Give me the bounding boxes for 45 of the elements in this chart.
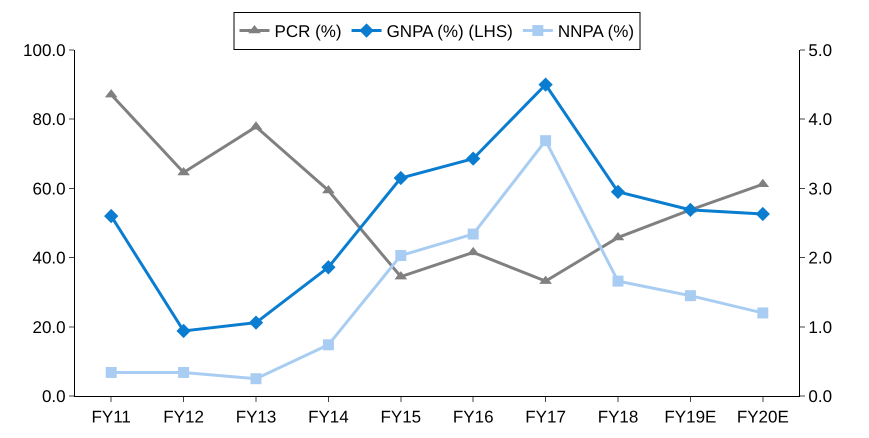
y-tick-label: 0.0 — [42, 386, 66, 406]
point — [250, 373, 262, 384]
x-tick-label: FY12 — [163, 407, 204, 426]
point — [394, 170, 408, 186]
point — [540, 135, 552, 146]
point — [106, 366, 117, 378]
y-tick-label: 40.0 — [32, 248, 66, 268]
point — [683, 202, 698, 217]
y2-tick-label: 3.0 — [808, 179, 832, 198]
legend-label: GNPA (%) (LHS) — [386, 22, 513, 42]
point — [321, 260, 336, 274]
y2-tick-label: 1.0 — [808, 318, 832, 337]
point — [684, 290, 696, 302]
point — [610, 184, 626, 200]
legend-label: PCR (%) — [274, 22, 342, 42]
x-tick-label: FY14 — [308, 407, 349, 426]
y2-tick-label: 0.0 — [808, 386, 832, 406]
point — [538, 77, 553, 92]
point — [248, 316, 264, 330]
y-tick-label: 60.0 — [32, 179, 66, 198]
point — [176, 324, 191, 338]
x-tick-label: FY11 — [92, 407, 131, 426]
y-tick-label: 20.0 — [32, 318, 66, 337]
y-tick-label: 80.0 — [32, 110, 66, 130]
x-tick-label: FY18 — [598, 407, 638, 426]
x-tick-label: FY16 — [452, 407, 494, 426]
point — [178, 366, 190, 378]
y2-tick-label: 5.0 — [808, 40, 832, 60]
point — [757, 307, 768, 318]
point — [104, 208, 118, 224]
y2-tick-label: 4.0 — [808, 110, 832, 130]
y-tick-label: 100.0 — [23, 40, 66, 60]
point — [395, 250, 406, 262]
point — [468, 228, 479, 240]
point — [756, 206, 770, 222]
x-tick-label: FY15 — [380, 407, 422, 426]
point — [612, 276, 624, 287]
y2-tick-label: 2.0 — [808, 248, 832, 268]
legend-label: NNPA (%) — [558, 22, 634, 42]
x-tick-label: FY19E — [664, 407, 716, 426]
point — [466, 151, 480, 166]
point — [322, 339, 334, 350]
x-tick-label: FY17 — [525, 407, 566, 426]
x-tick-label: FY20E — [736, 407, 789, 426]
x-tick-label: FY13 — [236, 407, 276, 426]
